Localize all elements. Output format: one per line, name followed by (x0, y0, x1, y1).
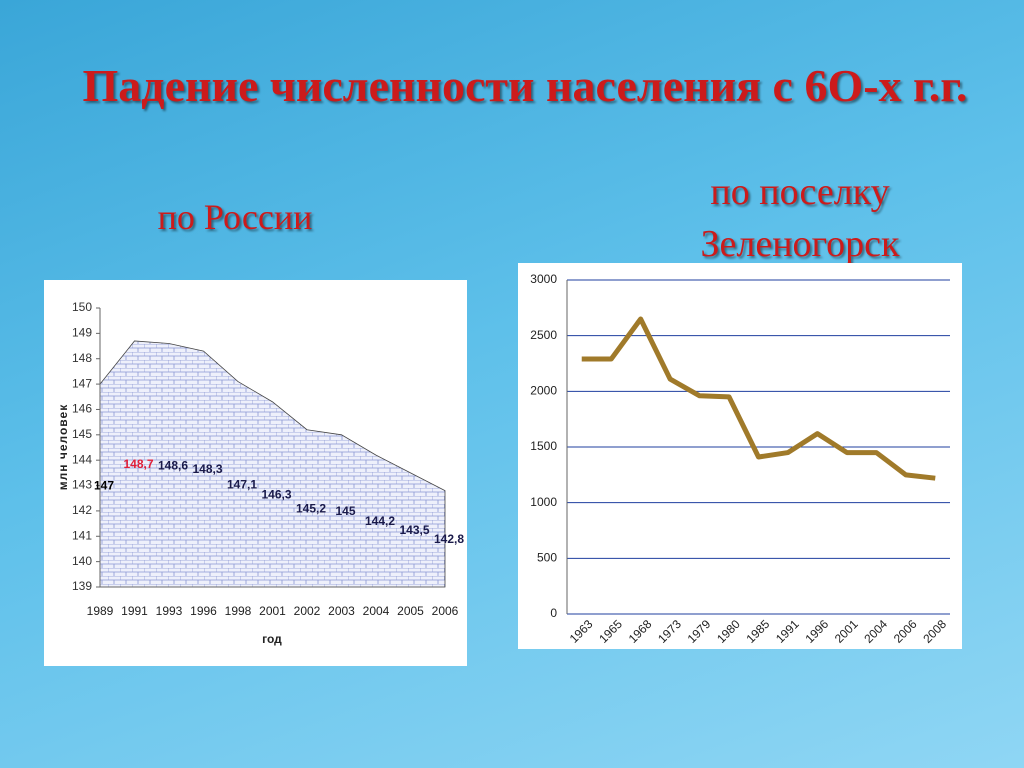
x-tick-label: 2002 (294, 604, 321, 618)
data-label: 142,8 (434, 532, 464, 546)
data-label: 145 (335, 504, 355, 518)
x-tick-label: 1989 (87, 604, 114, 618)
slide-title: Падение численности населения с 6О-х г.г… (82, 60, 968, 111)
x-tick-label: 2001 (259, 604, 286, 618)
x-tick-label: 1991 (121, 604, 148, 618)
x-tick-label: 2005 (397, 604, 424, 618)
line (581, 316, 936, 481)
area (99, 340, 446, 588)
data-label: 148,7 (123, 457, 153, 471)
data-label: 144,2 (365, 514, 395, 528)
x-tick-label: 2006 (432, 604, 459, 618)
y-tick-label: 142 (72, 503, 92, 517)
y-tick-label: 2000 (530, 384, 557, 398)
y-tick-label: 141 (72, 528, 92, 542)
y-tick-label: 2500 (530, 328, 557, 342)
data-label: 148,3 (192, 462, 222, 476)
y-tick-label: 143 (72, 478, 92, 492)
y-tick-label: 144 (72, 452, 92, 466)
y-tick-label: 1500 (530, 439, 557, 453)
y-tick-label: 0 (550, 606, 557, 620)
data-label: 147 (94, 479, 114, 493)
data-label: 147,1 (227, 477, 257, 491)
y-tick-label: 1000 (530, 495, 557, 509)
x-tick-label: 1998 (225, 604, 252, 618)
chart-title: по России (157, 197, 313, 237)
y-tick-label: 148 (72, 351, 92, 365)
chart-background (518, 263, 962, 649)
x-tick-label: 1996 (190, 604, 217, 618)
x-axis-label: год (262, 632, 282, 646)
y-axis-label: млн человек (56, 404, 70, 490)
y-tick-label: 146 (72, 402, 92, 416)
data-label: 145,2 (296, 502, 326, 516)
y-tick-label: 139 (72, 579, 92, 593)
y-tick-label: 500 (537, 551, 557, 565)
y-tick-label: 147 (72, 376, 92, 390)
x-tick-label: 2004 (363, 604, 390, 618)
y-tick-label: 3000 (530, 272, 557, 286)
chart-title: по поселку Зеленогорск (700, 171, 900, 265)
data-label: 148,6 (158, 458, 188, 472)
x-tick-label: 2003 (328, 604, 355, 618)
y-tick-label: 150 (72, 300, 92, 314)
y-tick-label: 149 (72, 326, 92, 340)
data-label: 143,5 (399, 523, 429, 537)
x-tick-label: 1993 (156, 604, 183, 618)
y-tick-label: 145 (72, 427, 92, 441)
data-label: 146,3 (261, 488, 291, 502)
y-tick-label: 140 (72, 554, 92, 568)
